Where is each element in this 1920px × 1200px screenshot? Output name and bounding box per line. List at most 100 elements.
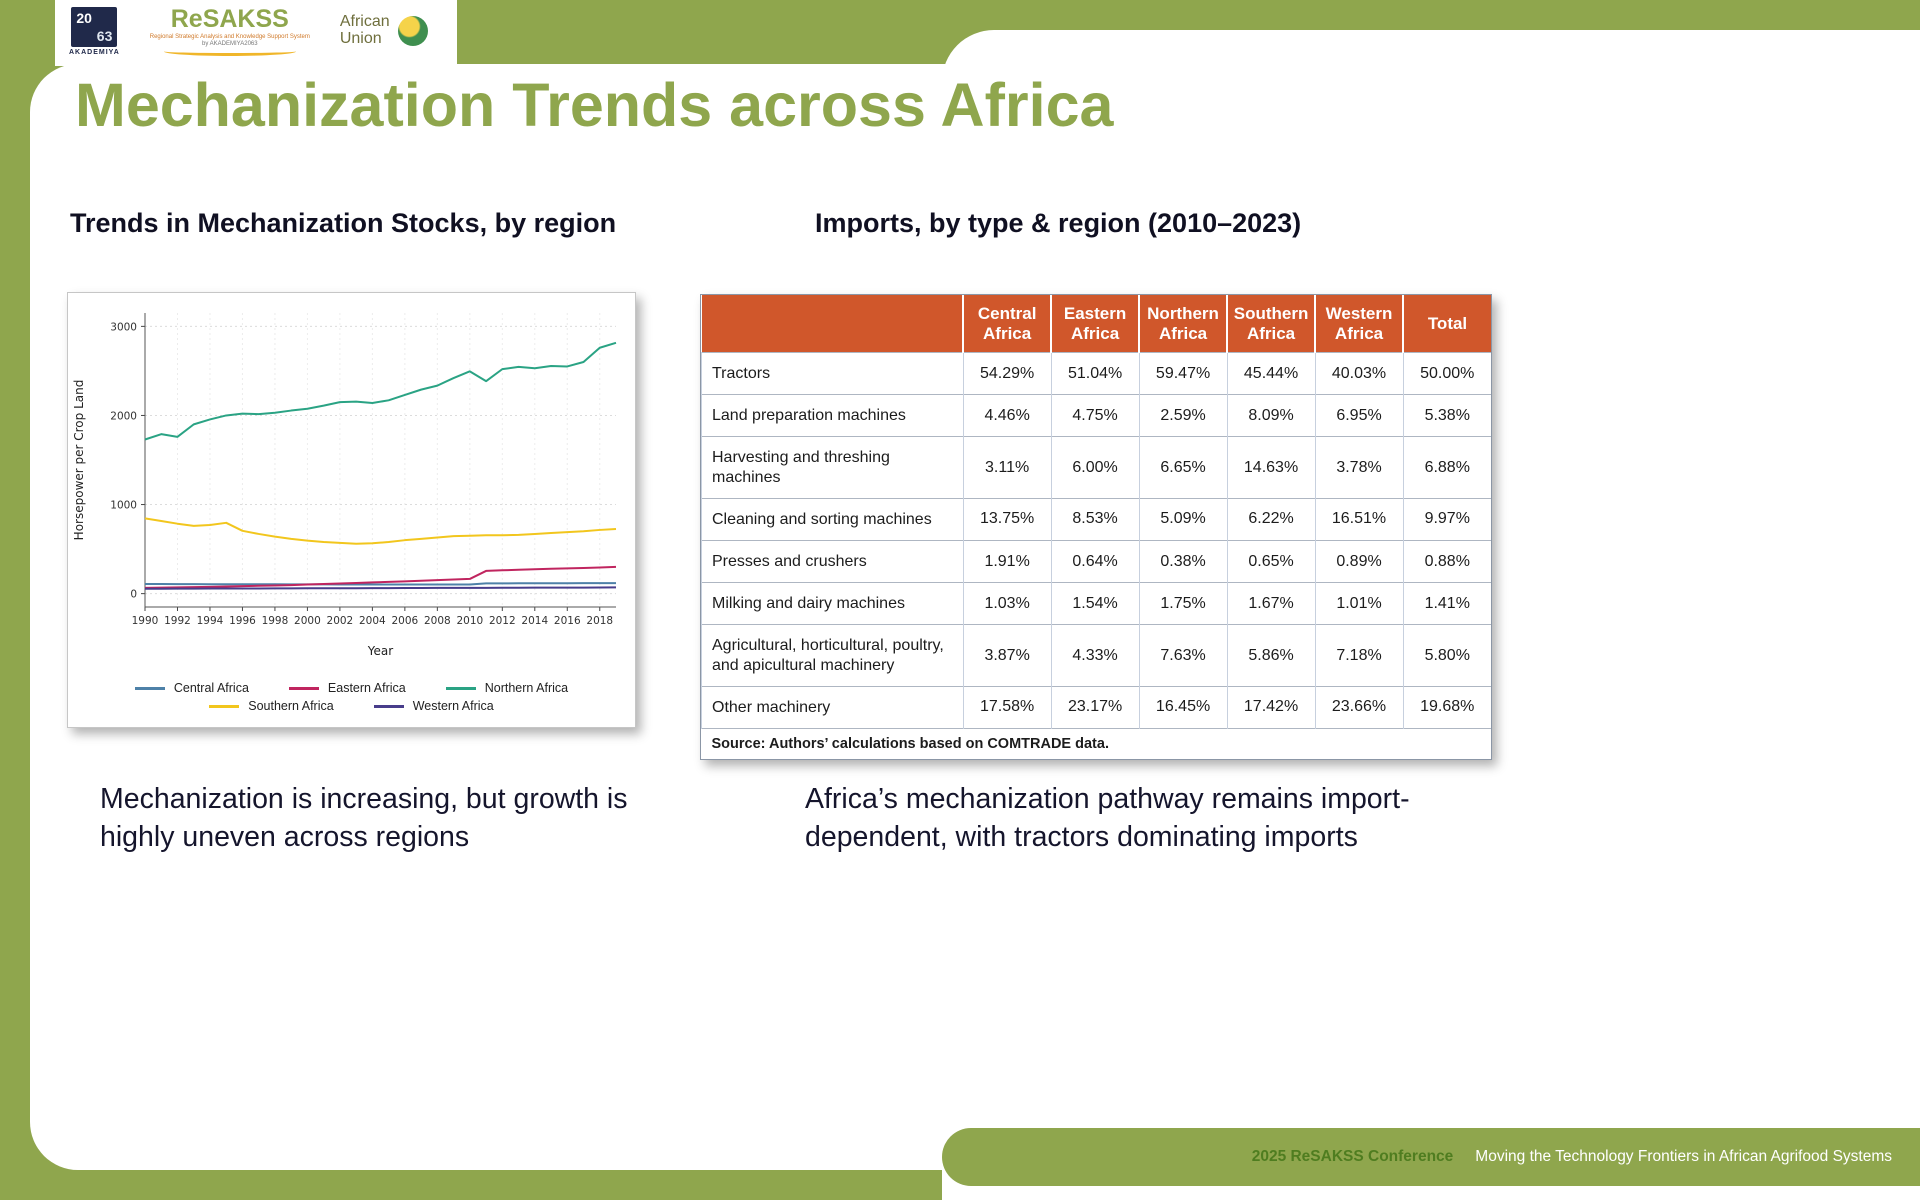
x-tick-label: 2002 [327,615,354,627]
series-line-southern-africa [144,517,617,545]
y-tick-label: 1000 [110,500,137,512]
table-cell: 0.64% [1050,540,1140,583]
table-cell: 50.00% [1402,352,1491,395]
right-caption: Africa’s mechanization pathway remains i… [805,783,1410,854]
legend-swatch [288,686,319,690]
x-tick-label: 2012 [489,615,516,627]
legend-item: Northern Africa [445,681,569,695]
table-cell: 8.09% [1226,394,1316,437]
table-cell: 3.78% [1314,436,1403,499]
table-cell: 4.46% [962,394,1052,437]
table-cell: 6.22% [1226,497,1316,541]
legend-row: Southern Africa Western Africa [209,699,494,713]
table-cell: 23.17% [1050,685,1140,729]
footer-band: 2025 ReSAKSS Conference Moving the Techn… [942,1128,1920,1186]
table-cell: 6.95% [1314,394,1403,437]
table-row-label: Other machinery [701,685,964,729]
table-cell: 5.38% [1402,394,1491,437]
table-row: Harvesting and threshing machines 3.11% 6.… [701,436,1491,499]
table-column-header: Eastern Africa [1050,295,1140,353]
akademiya-logo-caption: AKADEMIYA [69,48,120,56]
legend-label: Southern Africa [248,699,334,713]
table-row-label: Harvesting and threshing machines [701,436,964,499]
table-column-header: Central Africa [962,295,1052,353]
table-cell: 13.75% [962,497,1052,541]
table-cell: 1.54% [1050,582,1140,625]
table-cell: 7.18% [1314,624,1403,687]
x-tick-label: 2014 [521,615,548,627]
footer-event-label: 2025 ReSAKSS Conference [1251,1148,1454,1165]
table-header-row: Central Africa Eastern Africa Northern Afr… [701,295,1491,353]
table-cell: 59.47% [1138,352,1228,395]
legend-label: Eastern Africa [327,681,406,695]
table-row-label: Agricultural, horticultural, poultry, an… [701,624,964,687]
table-cell: 6.00% [1050,436,1140,499]
legend-label: Central Africa [173,681,249,695]
y-tick-label: 3000 [110,321,137,333]
table-cell: 23.66% [1314,685,1403,729]
x-tick-label: 1994 [197,615,224,627]
x-tick-label: 2008 [424,615,451,627]
african-union-line2: Union [339,30,382,47]
table-cell: 0.65% [1226,540,1316,583]
y-axis-title: Horsepower per Crop Land [72,380,86,541]
table-row: Agricultural, horticultural, poultry, an… [701,624,1491,687]
table-row: Other machinery 17.58% 23.17% 16.45% 17.42% 2… [701,685,1491,729]
table-cell: 6.65% [1138,436,1228,499]
legend-swatch [134,686,165,690]
table-row: Cleaning and sorting machines 13.75% 8.53%… [701,497,1491,541]
african-union-line1: African [339,13,390,31]
y-tick-label: 0 [130,589,137,601]
x-tick-label: 1998 [262,615,289,627]
table-cell: 3.87% [962,624,1052,687]
table-column-header: Total [1402,295,1491,353]
table-cell: 0.89% [1314,540,1403,583]
akademiya2063-logo-mark: 20 63 [71,6,118,47]
table-row-label: Milking and dairy machines [701,582,964,625]
table-column-header: Southern Africa [1226,295,1316,353]
akademiya-mark-top: 20 [76,9,92,26]
legend-item: Central Africa [134,681,249,695]
african-union-logo: African Union [339,13,428,48]
x-tick-label: 2006 [391,615,418,627]
legend-swatch [209,704,240,708]
x-tick-label: 2018 [586,615,613,627]
series-line-northern-africa [144,341,617,441]
table-cell: 40.03% [1314,352,1403,395]
legend-item: Western Africa [373,699,494,713]
mechanization-line-chart: 1990 1992 1994 1996 1998 2000 2002 2004 2006 2008… [72,313,617,658]
table-cell: 51.04% [1050,352,1140,395]
akademiya-mark-bottom: 63 [96,27,113,44]
table-cell: 0.38% [1138,540,1228,583]
table-cell: 4.33% [1050,624,1140,687]
table-source: Source: Authors’ calculations based on C… [701,727,1491,759]
mechanization-chart-panel: 1990 1992 1994 1996 1998 2000 2002 2004 2006 2008… [67,292,636,728]
left-caption: Mechanization is increasing, but growth … [100,783,628,854]
table-cell: 54.29% [962,352,1052,395]
table-cell: 14.63% [1226,436,1316,499]
table-cell: 1.01% [1314,582,1403,625]
right-section-heading: Imports, by type & region (2010–2023) [815,208,1302,238]
table-cell: 1.91% [962,540,1052,583]
x-tick-label: 1996 [229,615,256,627]
table-row: Milking and dairy machines 1.03% 1.54% 1.75… [701,582,1491,625]
table-cell: 17.42% [1226,685,1316,729]
imports-table-panel: Central Africa Eastern Africa Northern Afr… [700,294,1492,760]
legend-row: Central Africa Eastern Africa Northern Afr… [134,681,569,695]
table-cell: 16.45% [1138,685,1228,729]
y-tick-label: 2000 [110,410,137,422]
table-cell: 3.11% [962,436,1052,499]
table-cell: 45.44% [1226,352,1316,395]
resakss-logo-byline: by AKADEMIYA2063 [202,40,258,47]
table-column-header: Western Africa [1314,295,1403,353]
x-tick-label: 2000 [294,615,321,627]
table-column-header: Northern Africa [1138,295,1228,353]
table-cell: 5.80% [1402,624,1491,687]
table-cell: 8.53% [1050,497,1140,541]
legend-label: Western Africa [412,699,494,713]
series-line-central-africa [145,582,616,586]
table-cell: 1.67% [1226,582,1316,625]
legend-item: Eastern Africa [288,681,406,695]
legend-label: Northern Africa [484,681,569,695]
african-union-logo-text: African Union [339,13,390,48]
